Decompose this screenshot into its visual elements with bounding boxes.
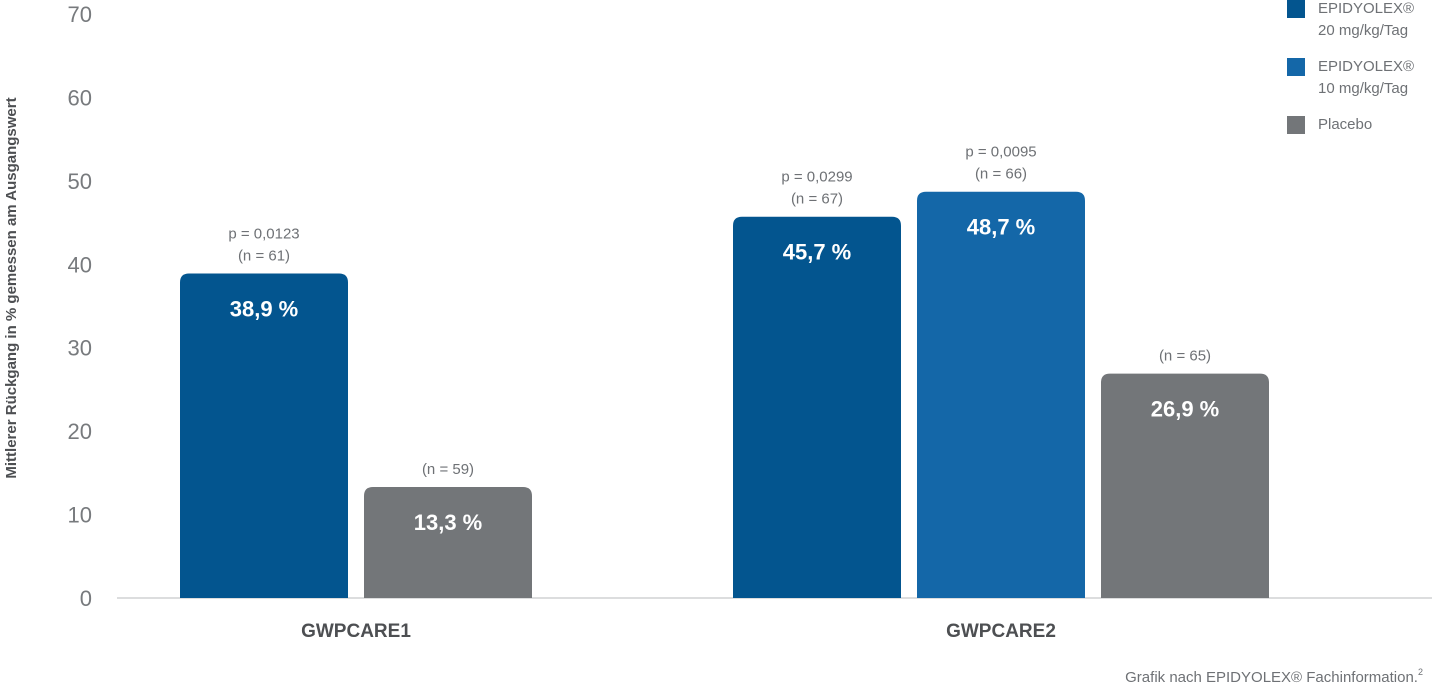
bar-value-label: 38,9 %	[230, 296, 299, 321]
bar-group: 45,7 % p = 0,0299 (n = 67)	[733, 169, 901, 598]
y-tick-label: 60	[68, 85, 92, 110]
y-axis-label: Mittlerer Rückgang in % gemessen am Ausg…	[3, 97, 20, 478]
bar-annotation: (n = 61)	[238, 247, 290, 264]
legend-label: 20 mg/kg/Tag	[1318, 22, 1408, 39]
legend-label: 10 mg/kg/Tag	[1318, 80, 1408, 97]
bar	[364, 487, 532, 598]
bar-value-label: 13,3 %	[414, 510, 483, 535]
bar-value-label: 48,7 %	[967, 215, 1036, 240]
bar-annotation: (n = 66)	[975, 166, 1027, 183]
legend-item: EPIDYOLEX® 10 mg/kg/Tag	[1287, 58, 1414, 97]
legend-label: EPIDYOLEX®	[1318, 0, 1414, 17]
bar-annotation: (n = 67)	[791, 191, 843, 208]
x-axis-categories: GWPCARE1 GWPCARE2	[301, 621, 1056, 642]
bar-annotation: p = 0,0095	[965, 144, 1036, 161]
legend-item: Placebo	[1287, 116, 1372, 134]
source-reference: 2	[1418, 667, 1423, 677]
legend-swatch	[1287, 0, 1305, 18]
bar	[917, 191, 1085, 598]
bar-group: 13,3 % (n = 59)	[364, 461, 532, 598]
legend-label: Placebo	[1318, 116, 1372, 133]
y-tick-label: 20	[68, 419, 92, 444]
source-note-text: Grafik nach EPIDYOLEX® Fachinformation.	[1125, 669, 1418, 686]
bars: 38,9 % p = 0,0123 (n = 61) 13,3 % (n = 59) 45…	[180, 144, 1269, 598]
source-note: Grafik nach EPIDYOLEX® Fachinformation.2	[1125, 667, 1423, 686]
category-label: GWPCARE2	[946, 621, 1056, 642]
y-axis-ticks: 0 10 20 30 40 50 60 70	[68, 2, 92, 611]
bar	[180, 273, 348, 598]
bar-value-label: 45,7 %	[783, 240, 852, 265]
y-tick-label: 10	[68, 503, 92, 528]
bar-group: 48,7 % p = 0,0095 (n = 66)	[917, 144, 1085, 598]
y-tick-label: 50	[68, 169, 92, 194]
y-tick-label: 70	[68, 2, 92, 27]
y-axis-label-group: Mittlerer Rückgang in % gemessen am Ausg…	[3, 97, 20, 478]
bar-annotation: p = 0,0123	[228, 225, 299, 242]
bar	[1101, 373, 1269, 598]
bar-annotation: (n = 65)	[1159, 348, 1211, 365]
legend-swatch	[1287, 116, 1305, 134]
bar-group: 26,9 % (n = 65)	[1101, 348, 1269, 598]
y-tick-label: 30	[68, 336, 92, 361]
y-tick-label: 0	[80, 586, 92, 611]
legend-label: EPIDYOLEX®	[1318, 58, 1414, 75]
legend-swatch	[1287, 58, 1305, 76]
bar-value-label: 26,9 %	[1151, 397, 1220, 422]
bar	[733, 216, 901, 598]
category-label: GWPCARE1	[301, 621, 411, 642]
legend-item: EPIDYOLEX® 20 mg/kg/Tag	[1287, 0, 1414, 39]
legend: EPIDYOLEX® 20 mg/kg/Tag EPIDYOLEX® 10 mg/kg…	[1287, 0, 1414, 134]
y-tick-label: 40	[68, 252, 92, 277]
bar-annotation: p = 0,0299	[781, 169, 852, 186]
bar-annotation: (n = 59)	[422, 461, 474, 478]
bar-group: 38,9 % p = 0,0123 (n = 61)	[180, 225, 348, 598]
